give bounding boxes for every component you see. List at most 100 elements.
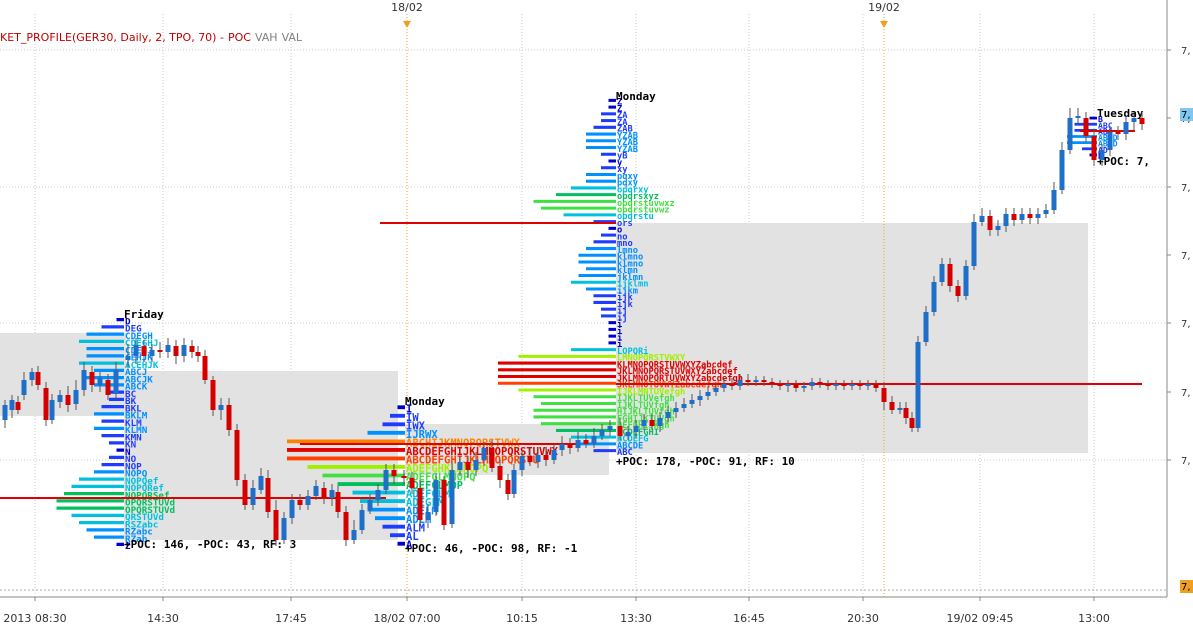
x-tick-label: 2013 08:30: [3, 612, 66, 625]
candle-body: [43, 388, 49, 420]
candle-body: [721, 384, 727, 388]
candle-body: [689, 400, 695, 404]
tpo-row-letters: RZab: [125, 534, 148, 545]
tpo-row-letters: RSZabc: [125, 519, 158, 530]
candle-body: [607, 426, 613, 430]
candle-body: [489, 448, 495, 468]
candle-body: [649, 420, 655, 426]
candle-body: [1051, 190, 1057, 210]
candle-body: [641, 420, 647, 426]
tpo-row-letters: OPQRSTUVd: [125, 505, 175, 516]
x-tick-label: 13:00: [1078, 612, 1110, 625]
candle-body: [329, 490, 335, 498]
tpo-row-letters: IJKLMNTUVefgh: [617, 387, 685, 397]
tpo-row-letters: opqrsxyz: [617, 192, 659, 202]
tpo-row-letters: opqrstu: [617, 212, 654, 222]
candle-body: [633, 426, 639, 432]
candle-body: [761, 380, 767, 382]
candle-body: [857, 384, 863, 386]
tpo-row-letters: LMNOPQRSTVWXY: [617, 354, 686, 364]
tpo-row-letters: YZAB: [617, 138, 638, 148]
candle-body: [1027, 214, 1033, 218]
tpo-row-letters: ABC: [1098, 120, 1113, 130]
day-marker-label: 19/02: [868, 1, 900, 14]
candle-body: [497, 466, 503, 480]
tpo-row-letters: ADEFGLM: [406, 489, 450, 501]
tpo-row-letters: FGHIJKTUVgh: [617, 414, 675, 424]
candle-body: [242, 480, 248, 505]
profile-day-label: Monday: [616, 90, 656, 103]
candle-body: [1035, 214, 1041, 218]
candle-body: [681, 404, 687, 408]
candle-body: [57, 395, 63, 402]
candle-body: [433, 480, 439, 512]
tpo-row-letters: RZabc: [125, 527, 153, 538]
tpo-row-letters: BKLM: [125, 411, 148, 422]
tpo-row-letters: ZA: [617, 118, 628, 128]
tpo-row-letters: B: [1098, 114, 1103, 124]
y-tick-label: 7,: [1181, 251, 1191, 262]
bottom-price-label: 7,: [1181, 582, 1191, 593]
tpo-row-letters: pqxy: [617, 179, 638, 189]
candle-body: [297, 500, 303, 505]
tpo-row-letters: NOP: [125, 461, 142, 472]
candle-body: [15, 402, 21, 410]
tpo-row-letters: ADEFGLMNOPQ: [406, 472, 476, 484]
candle-body: [511, 470, 517, 494]
tpo-row-letters: klmno: [617, 259, 643, 269]
candle-body: [202, 356, 208, 380]
tpo-row-letters: ABCJK: [125, 374, 153, 385]
candle-body: [125, 356, 131, 360]
profile-day-label: Monday: [405, 395, 445, 408]
tpo-row-letters: DEFGHIJKgh: [617, 421, 670, 431]
poc-legend: POC: [227, 31, 251, 44]
profile-stats: +POC: 7,: [1097, 155, 1150, 168]
x-tick-label: 17:45: [275, 612, 307, 625]
candle-body: [313, 486, 319, 496]
candle-body: [281, 518, 287, 540]
candles: [2, 108, 1145, 546]
candle-body: [849, 384, 855, 386]
tpo-row-letters: ABCDEFGHIJKLMNOPQRSTU: [406, 454, 539, 466]
tpo-row-letters: IJRWX: [406, 429, 438, 441]
tpo-row-letters: NOPQef: [125, 476, 158, 487]
candle-body: [955, 286, 961, 296]
candle-body: [903, 408, 909, 418]
tpo-row-letters: ijklmn: [617, 279, 649, 290]
candle-body: [367, 500, 373, 510]
candle-body: [383, 470, 389, 490]
tpo-row-letters: y: [617, 158, 622, 168]
tpo-row-letters: OPQRSTUVd: [125, 498, 175, 509]
profile-stats: +POC: 46, -POC: 98, RF: -1: [405, 542, 578, 555]
tpo-row-letters: o: [617, 226, 622, 236]
tpo-row-letters: D: [125, 316, 131, 327]
tpo-row-letters: KLM: [125, 418, 142, 429]
candle-body: [234, 430, 240, 480]
tpo-row-letters: ABCK: [125, 382, 148, 393]
candle-body: [375, 490, 381, 500]
tpo-row-letters: Z: [125, 541, 131, 552]
tpo-row-letters: ijk: [617, 299, 633, 310]
current-price-badge: [1180, 108, 1193, 121]
candle-body: [335, 492, 341, 512]
candle-body: [165, 345, 171, 352]
candle-body: [1043, 210, 1049, 214]
tpo-row-letters: NOPQ: [125, 469, 148, 480]
tpo-row-letters: ij: [617, 312, 628, 323]
tpo-row-letters: NOPQRSef: [125, 490, 170, 501]
tpo-row-letters: ADLM: [406, 514, 431, 526]
tpo-row-letters: KLMN: [125, 425, 148, 436]
tpo-row-letters: I: [406, 403, 412, 415]
y-tick-label: 7,: [1181, 319, 1191, 330]
tpo-row-letters: BK: [125, 396, 137, 407]
candle-body: [1059, 150, 1065, 190]
candle-body: [1003, 214, 1009, 226]
candle-body: [1011, 214, 1017, 220]
candle-body: [617, 426, 623, 436]
tpo-row-letters: NOPQRef: [125, 483, 164, 494]
tpo-row-letters: ABCJ: [125, 367, 147, 378]
candle-body: [89, 372, 95, 385]
x-tick-label: 18/02 07:00: [374, 612, 441, 625]
